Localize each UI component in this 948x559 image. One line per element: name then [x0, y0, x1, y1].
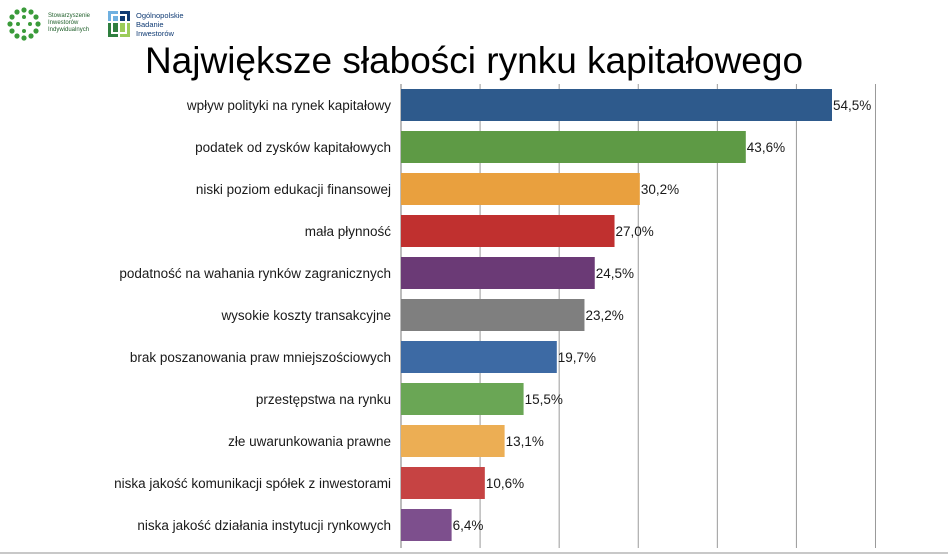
bar: [401, 509, 452, 541]
bar: [401, 89, 832, 121]
sii-logo-line: Inwestorów: [48, 20, 79, 26]
sii-logo-icon: [7, 7, 41, 41]
data-label: 54,5%: [833, 98, 871, 113]
category-label: wysokie koszty transakcyjne: [220, 308, 391, 323]
data-label: 27,0%: [616, 224, 654, 239]
bar: [401, 215, 615, 247]
data-label: 15,5%: [525, 392, 563, 407]
obi-logo-text: Ogólnopolskie Badanie Inwestorów: [136, 11, 216, 38]
sii-logo-line: Indywidualnych: [48, 27, 90, 33]
data-label: 30,2%: [641, 182, 679, 197]
obi-logo-line: Badanie: [136, 20, 164, 29]
chart-title: Największe słabości rynku kapitałowego: [144, 40, 804, 81]
bar: [401, 467, 485, 499]
obi-logo-icon: [108, 11, 130, 37]
category-label: niska jakość działania instytucji rynkow…: [137, 518, 391, 533]
footer-divider: [0, 552, 948, 554]
category-label: niski poziom edukacji finansowej: [196, 182, 391, 197]
category-label: złe uwarunkowania prawne: [228, 434, 391, 449]
bar: [401, 131, 746, 163]
data-label: 10,6%: [486, 476, 524, 491]
data-label: 23,2%: [585, 308, 623, 323]
obi-logo-line: Inwestorów: [136, 29, 174, 38]
sii-logo-text: Stowarzyszenie Inwestorów Indywidualnych: [48, 13, 128, 34]
category-label: niska jakość komunikacji spółek z inwest…: [114, 476, 391, 491]
data-label: 6,4%: [453, 518, 484, 533]
bar: [401, 383, 524, 415]
category-label: podatność na wahania rynków zagranicznyc…: [119, 266, 391, 281]
logo-obi: Ogólnopolskie Badanie Inwestorów: [108, 11, 218, 43]
data-label: 19,7%: [558, 350, 596, 365]
sii-logo-line: Stowarzyszenie: [48, 13, 91, 19]
category-label: podatek od zysków kapitałowych: [195, 140, 391, 155]
logo-sii: Stowarzyszenie Inwestorów Indywidualnych: [6, 6, 136, 42]
obi-logo-line: Ogólnopolskie: [136, 11, 184, 20]
data-label: 43,6%: [747, 140, 785, 155]
category-label: wpływ polityki na rynek kapitałowy: [186, 98, 391, 113]
category-label: mała płynność: [305, 224, 392, 239]
category-label: brak poszanowania praw mniejszościowych: [130, 350, 391, 365]
bar: [401, 425, 505, 457]
bar: [401, 341, 557, 373]
bar: [401, 173, 640, 205]
category-label: przestępstwa na rynku: [256, 392, 391, 407]
data-label: 24,5%: [596, 266, 634, 281]
bar: [401, 257, 595, 289]
bar: [401, 299, 585, 331]
data-label: 13,1%: [506, 434, 544, 449]
